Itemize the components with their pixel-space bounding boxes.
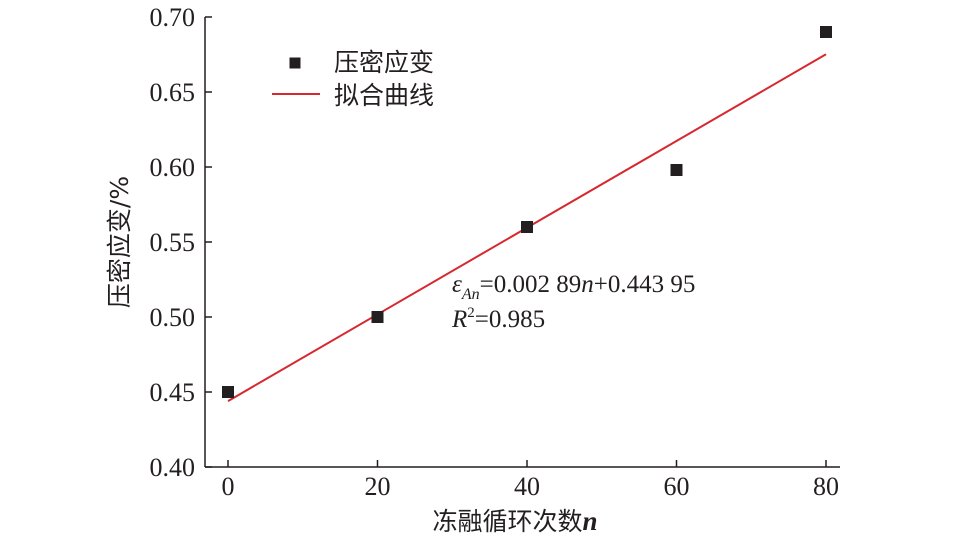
fit-annotation: εAn=0.002 89n+0.443 95 R2=0.985 (451, 271, 695, 333)
x-axis-title-text: 冻融循环次数 (432, 507, 582, 536)
r-superscript: 2 (467, 305, 475, 321)
data-point (371, 311, 384, 323)
x-tick-label: 20 (365, 472, 391, 501)
data-point (820, 26, 832, 38)
x-tick-label: 80 (813, 472, 839, 501)
equation-text: εAn=0.002 89n+0.443 95 (452, 271, 695, 303)
equation-variable: n (581, 271, 594, 298)
data-point (521, 221, 533, 233)
points-group (222, 26, 832, 398)
legend-label-fit: 拟合曲线 (334, 81, 434, 110)
r-squared-text: R2=0.985 (451, 305, 545, 333)
y-tick-label: 0.60 (150, 153, 196, 182)
y-tick-label: 0.55 (150, 228, 196, 257)
legend-label-points: 压密应变 (334, 48, 434, 77)
x-axis-title-variable: n (582, 506, 597, 536)
data-point (222, 386, 234, 398)
r-squared-value: =0.985 (475, 306, 545, 333)
x-tick-label: 60 (664, 472, 690, 501)
x-ticks: 0 20 40 60 80 (222, 460, 839, 501)
x-tick-label: 40 (514, 472, 540, 501)
equation-part1: =0.002 89 (480, 271, 582, 298)
equation-part2: +0.443 95 (594, 271, 696, 298)
y-tick-label: 0.45 (150, 378, 196, 407)
data-point (670, 164, 683, 176)
epsilon-subscript: An (461, 286, 480, 303)
x-axis-title: 冻融循环次数n (432, 506, 597, 536)
legend: 压密应变 拟合曲线 (272, 48, 434, 110)
legend-marker-square (289, 57, 301, 69)
r-symbol: R (451, 306, 467, 333)
y-tick-label: 0.40 (150, 453, 196, 482)
epsilon-symbol: ε (452, 271, 462, 298)
y-tick-label: 0.50 (150, 303, 196, 332)
y-ticks: 0.40 0.45 0.50 0.55 0.60 0.65 0.70 (150, 3, 212, 482)
y-tick-label: 0.70 (150, 3, 196, 32)
axes (204, 17, 840, 468)
y-axis-title: 压密应变/% (105, 176, 134, 308)
y-tick-label: 0.65 (150, 78, 196, 107)
x-tick-label: 0 (222, 472, 235, 501)
